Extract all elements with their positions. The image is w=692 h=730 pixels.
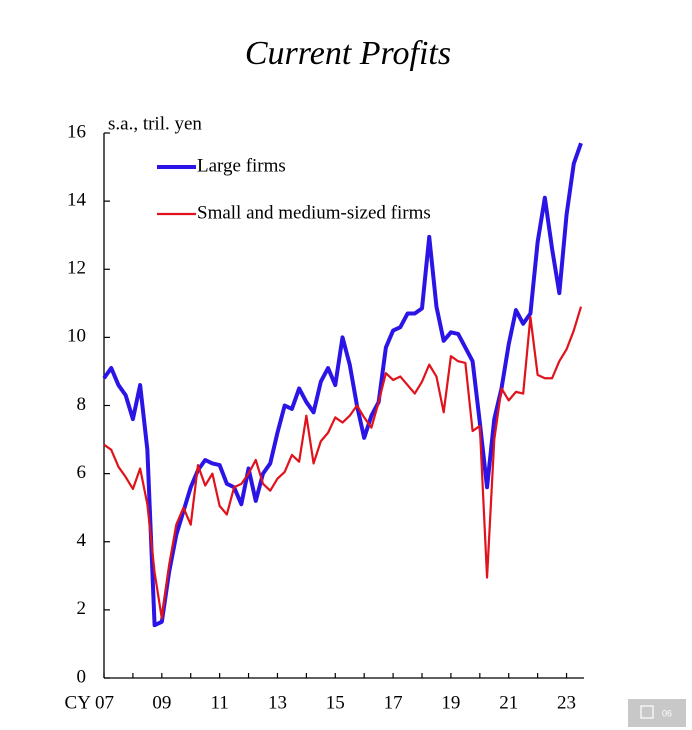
y-tick-label: 16	[67, 121, 86, 142]
x-tick-label: 17	[384, 692, 403, 713]
y-tick-label: 8	[77, 394, 87, 415]
page-number: 06	[662, 708, 672, 718]
y-tick-label: 12	[67, 258, 86, 279]
y-tick-label: 4	[77, 530, 87, 551]
x-tick-label: 19	[441, 692, 460, 713]
y-tick-label: 14	[67, 189, 87, 210]
x-tick-label: 21	[499, 692, 518, 713]
x-tick-label: 23	[557, 692, 576, 713]
x-tick-label: 11	[210, 692, 228, 713]
chart-title: Current Profits	[245, 35, 451, 72]
x-tick-label: 13	[268, 692, 287, 713]
x-tick-label: CY 07	[65, 692, 114, 713]
y-tick-label: 10	[67, 326, 86, 347]
legend-label: Small and medium-sized firms	[197, 202, 431, 223]
y-tick-label: 6	[77, 462, 87, 483]
legend-label: Large firms	[197, 155, 286, 176]
y-axis-label: s.a., tril. yen	[108, 113, 202, 134]
page-badge	[628, 699, 686, 727]
badge-icon	[640, 705, 654, 719]
x-tick-label: 09	[152, 692, 171, 713]
series-line	[103, 306, 583, 620]
y-tick-label: 2	[77, 598, 87, 619]
y-tick-label: 0	[77, 666, 87, 687]
x-tick-label: 15	[326, 692, 345, 713]
